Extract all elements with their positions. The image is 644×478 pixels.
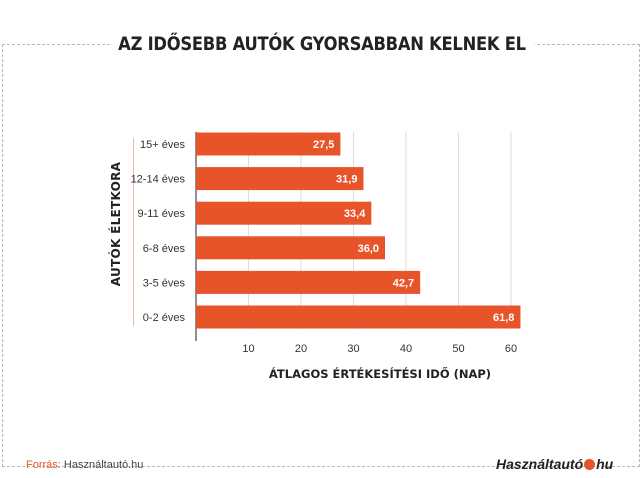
x-tick-label: 50 [452, 343, 464, 355]
bar-value-label: 33,4 [344, 208, 366, 220]
bar [196, 132, 341, 156]
bar-value-label: 27,5 [313, 139, 334, 151]
source-label: Forrás: [26, 459, 61, 471]
brand-logo: Használtautó hu [496, 456, 613, 472]
x-tick-label: 60 [505, 343, 517, 355]
x-tick-label: 40 [400, 343, 412, 355]
logo-suffix: hu [596, 456, 614, 472]
logo-name: Használtautó [496, 456, 584, 472]
category-label: 15+ éves [140, 139, 185, 151]
x-tick-label: 20 [295, 343, 307, 355]
category-label: 3-5 éves [143, 277, 186, 289]
bar [196, 305, 521, 329]
logo-dot-icon [584, 459, 596, 470]
category-label: 9-11 éves [138, 208, 186, 220]
chart-title-wrap: AZ IDŐSEBB AUTÓK GYORSABBAN KELNEK EL [0, 30, 644, 60]
bar [196, 270, 421, 294]
bar [196, 167, 364, 191]
category-label: 12-14 éves [131, 174, 186, 186]
bar-value-label: 42,7 [393, 277, 414, 289]
category-label: 0-2 éves [143, 312, 186, 324]
source-text: Használtautó.hu [63, 459, 144, 471]
y-axis-bracket [128, 138, 134, 326]
bar [196, 236, 385, 260]
chart-title: AZ IDŐSEBB AUTÓK GYORSABBAN KELNEK EL [109, 30, 535, 58]
bar-value-label: 61,8 [493, 312, 514, 324]
category-label: 6-8 éves [143, 243, 186, 255]
bar-value-label: 36,0 [358, 243, 379, 255]
x-tick-label: 30 [347, 343, 359, 355]
x-axis-label: ÁTLAGOS ÉRTÉKESÍTÉSI IDŐ (NAP) [269, 366, 491, 381]
bar [196, 201, 372, 225]
x-tick-label: 10 [242, 343, 254, 355]
source-note: Forrás: Használtautó.hu [26, 459, 143, 471]
bar-value-label: 31,9 [336, 174, 357, 186]
